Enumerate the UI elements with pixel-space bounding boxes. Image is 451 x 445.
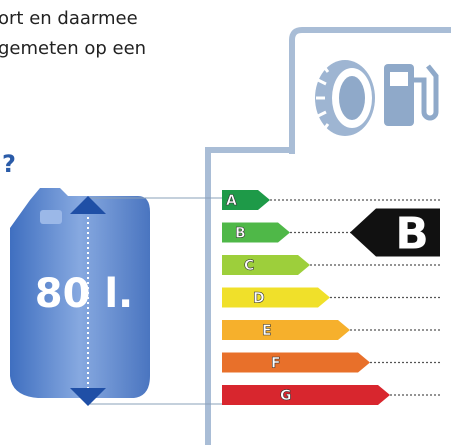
grade-label: C — [244, 258, 254, 274]
grade-bar — [222, 255, 310, 275]
grade-label: E — [262, 323, 272, 339]
grade-label: D — [253, 291, 265, 307]
fuel-pump-icon — [384, 64, 436, 126]
grade-bar — [222, 288, 330, 308]
body-text-line: gemeten op een — [0, 38, 146, 59]
question-mark: ? — [2, 150, 16, 178]
grade-bar — [222, 385, 390, 405]
grade-bar — [222, 320, 350, 340]
grade-label: F — [271, 356, 281, 372]
page: ort en daarmee gemeten op een ? 80 l. A B… — [0, 0, 451, 445]
rating-label: B — [395, 209, 429, 260]
grade-bar — [222, 353, 370, 373]
grade-label: A — [226, 193, 237, 209]
body-text-line: ort en daarmee — [0, 8, 138, 29]
tire-icon — [315, 60, 375, 136]
grade-label: G — [280, 388, 292, 404]
volume-label: 80 l. — [35, 271, 134, 317]
grade-bar — [222, 223, 290, 243]
grade-label: B — [235, 226, 246, 242]
